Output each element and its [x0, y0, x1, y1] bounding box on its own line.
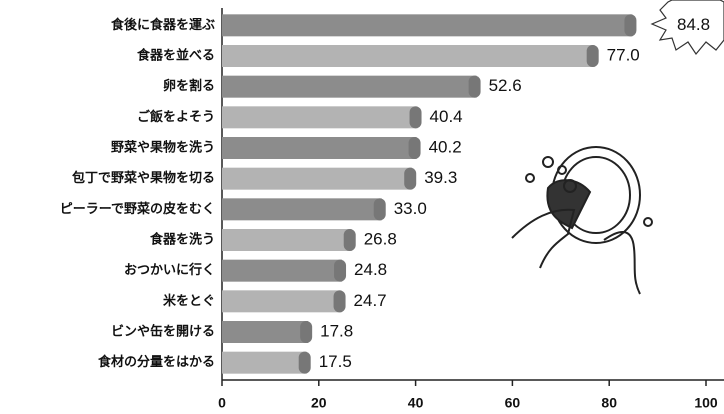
value-label: 39.3	[424, 168, 457, 187]
value-label: 17.5	[319, 352, 352, 371]
value-label: 33.0	[394, 199, 427, 218]
category-label: 食後に食器を運ぶ	[111, 17, 215, 33]
category-label: ピーラーで野菜の皮をむく	[60, 201, 215, 217]
x-tick-label: 40	[408, 395, 424, 411]
category-label: 卵を割る	[163, 78, 215, 94]
bar	[222, 290, 342, 313]
value-label: 84.8	[677, 15, 710, 34]
category-label: 米をとぐ	[163, 293, 215, 309]
bar-cap	[586, 45, 599, 67]
bar-cap	[409, 106, 422, 129]
bar	[222, 106, 418, 129]
bar-cap	[334, 259, 347, 282]
bar-cap	[624, 14, 637, 37]
value-label: 24.7	[354, 291, 387, 310]
bar	[222, 167, 413, 190]
x-tick-label: 0	[218, 395, 226, 411]
bar-cap	[373, 198, 386, 221]
value-label: 24.8	[354, 260, 387, 279]
bar-cap	[408, 137, 421, 159]
bar-cap	[333, 290, 346, 313]
category-label: 食材の分量をはかる	[98, 354, 215, 370]
category-label: ご飯をよそう	[137, 109, 215, 125]
bar-cap	[468, 75, 481, 98]
bar	[222, 75, 477, 98]
category-label: おつかいに行く	[124, 262, 215, 278]
x-tick-label: 20	[311, 395, 327, 411]
value-label: 77.0	[607, 45, 640, 64]
bar	[222, 321, 309, 343]
bar	[222, 45, 595, 67]
category-label: 包丁で野菜や果物を切る	[72, 170, 215, 186]
value-label: 52.6	[489, 76, 522, 95]
bar-cap	[343, 229, 356, 251]
bar	[222, 229, 352, 251]
bar-cap	[298, 351, 311, 374]
value-label: 26.8	[364, 229, 397, 248]
bar-cap	[300, 321, 313, 343]
bar	[222, 259, 343, 282]
category-label: 食器を並べる	[137, 48, 215, 64]
bar	[222, 198, 382, 221]
category-label: 食器を洗う	[150, 232, 215, 248]
x-tick-label: 100	[694, 395, 718, 411]
illustration	[511, 146, 653, 295]
bar	[222, 137, 417, 159]
category-label: 野菜や果物を洗う	[111, 140, 215, 156]
bar	[222, 14, 633, 37]
bar	[222, 351, 307, 374]
category-label: ビンや缶を開ける	[111, 324, 215, 340]
x-tick-label: 60	[505, 395, 521, 411]
starburst	[650, 0, 724, 56]
value-label: 17.8	[320, 321, 353, 340]
value-label: 40.2	[429, 137, 462, 156]
bar-cap	[404, 167, 417, 190]
x-tick-label: 80	[601, 395, 617, 411]
value-label: 40.4	[430, 107, 463, 126]
